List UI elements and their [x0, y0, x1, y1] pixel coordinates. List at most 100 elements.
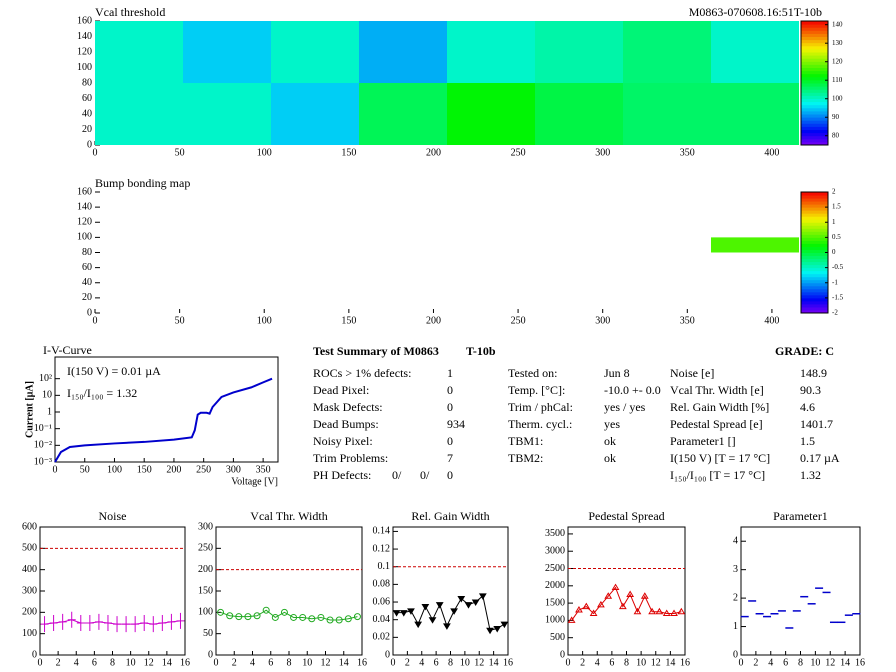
x-tick-label: 0 — [93, 147, 98, 158]
y-tick-label: 20 — [82, 124, 92, 135]
x-tick-label: 4 — [250, 657, 255, 668]
marker — [662, 609, 671, 616]
colorbar-step — [801, 104, 828, 109]
summary-label: Dead Pixel: — [313, 383, 369, 397]
y-tick-label: 100 — [77, 62, 92, 73]
y-tick-label: 0 — [560, 649, 565, 660]
y-tick-label: 160 — [77, 15, 92, 26]
marker — [244, 613, 252, 621]
colorbar-step — [801, 33, 828, 37]
heatmap-cell — [711, 237, 799, 253]
x-tick-label: 8 — [448, 657, 453, 668]
y-tick-label: 120 — [77, 217, 92, 228]
marker — [575, 606, 583, 613]
plot-frame — [567, 526, 686, 656]
x-tick-label: 16 — [503, 657, 513, 668]
ph-defects-value: 0/ — [420, 468, 430, 482]
y-tick-label: 80 — [82, 247, 92, 258]
marker — [85, 615, 94, 631]
colorbar-frame — [800, 20, 829, 146]
y-tick-label: 100 — [22, 628, 37, 639]
marker — [500, 621, 509, 629]
colorbar-label: -1 — [832, 278, 838, 286]
marker — [457, 596, 466, 603]
summary-value: 1.32 — [800, 468, 821, 482]
colorbar-step — [801, 27, 828, 31]
colorbar-step — [801, 198, 828, 202]
y-tick-label: 200 — [22, 607, 37, 618]
colorbar-step — [801, 30, 828, 34]
x-tick-label: 10 — [636, 657, 646, 668]
colorbar-step — [801, 110, 828, 115]
y-tick-label: 3000 — [545, 546, 565, 557]
summary-label: Mask Defects: — [313, 400, 383, 414]
colorbar-step — [801, 279, 828, 284]
x-tick-label: 250 — [511, 147, 526, 158]
x-tick-label: 6 — [609, 657, 614, 668]
ph-defects-value: 0/ — [392, 468, 402, 482]
y-tick-label: 0 — [32, 649, 37, 660]
x-tick-label: 6 — [92, 657, 97, 668]
x-tick-label: 50 — [80, 464, 90, 475]
y-tick-label: 3500 — [545, 528, 565, 539]
x-tick-label: 0 — [214, 657, 219, 668]
y-tick-label: 80 — [82, 77, 92, 88]
x-tick-label: 400 — [764, 315, 779, 326]
marker — [49, 615, 58, 631]
marker — [478, 593, 487, 600]
x-tick-label: 350 — [680, 147, 695, 158]
y-tick-label: 0.1 — [378, 561, 391, 572]
x-tick-label: 6 — [268, 657, 273, 668]
marker — [589, 609, 598, 616]
heatmap-cell — [711, 83, 799, 145]
colorbar-step — [801, 201, 828, 205]
y-tick-label: 400 — [22, 564, 37, 575]
plot-frame — [740, 526, 861, 656]
x-tick-label: 4 — [74, 657, 79, 668]
x-tick-label: 12 — [825, 657, 835, 668]
colorbar-step — [801, 273, 828, 278]
y-tick-label: 200 — [198, 564, 213, 575]
x-tick-label: 16 — [680, 657, 690, 668]
marker — [317, 613, 325, 621]
x-tick-label: 10 — [302, 657, 312, 668]
y-tick-label: 1 — [733, 621, 738, 632]
plot-frame — [94, 191, 800, 314]
x-tick-label: 10 — [126, 657, 136, 668]
x-tick-label: 2 — [580, 657, 585, 668]
x-tick-label: 300 — [595, 315, 610, 326]
marker — [167, 613, 176, 630]
heatmap-cell — [447, 83, 535, 145]
marker — [103, 615, 112, 631]
summary-value: -10.0 +- 0.0 — [604, 383, 661, 397]
x-tick-label: 50 — [175, 315, 185, 326]
colorbar-step — [801, 192, 828, 196]
marker — [176, 612, 185, 629]
summary-value: Jun 8 — [604, 366, 630, 380]
colorbar-step — [801, 294, 828, 299]
summary-value: 0.17 µA — [800, 451, 840, 465]
marker — [271, 613, 279, 621]
y-tick-label: 0.08 — [373, 579, 391, 590]
x-tick-label: 16 — [855, 657, 865, 668]
marker — [226, 612, 234, 620]
y-tick-label: 10⁻¹ — [34, 423, 52, 434]
heatmap-cell — [359, 21, 447, 83]
marker — [486, 627, 494, 635]
colorbar-step — [801, 76, 828, 81]
x-tick-label: 8 — [798, 657, 803, 668]
colorbar-step — [801, 228, 828, 232]
x-tick-label: 14 — [162, 657, 172, 668]
colorbar-step — [801, 249, 828, 253]
colorbar-step — [801, 222, 828, 226]
colorbar-step — [801, 291, 828, 296]
marker — [670, 609, 678, 616]
x-tick-label: 6 — [434, 657, 439, 668]
colorbar-step — [801, 117, 828, 121]
colorbar-step — [801, 195, 828, 199]
marker — [443, 623, 451, 630]
annotation: I(150 V) = 0.01 µA — [67, 364, 161, 378]
colorbar-step — [801, 120, 828, 124]
summary-label: Vcal Thr. Width [e] — [670, 383, 764, 397]
